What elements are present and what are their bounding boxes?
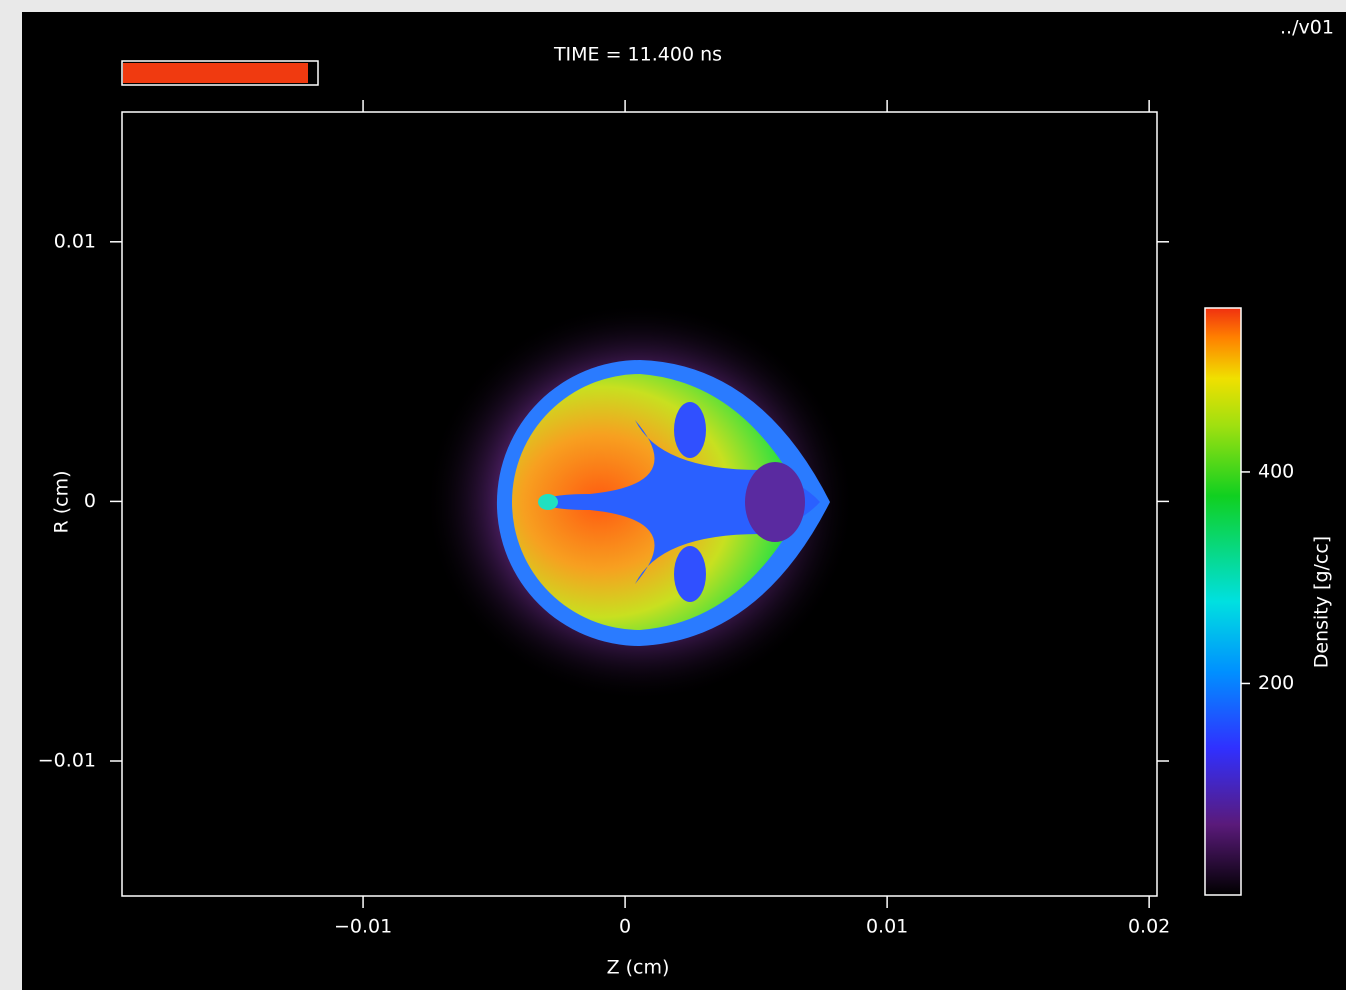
progress-fill bbox=[123, 63, 308, 83]
density-blob bbox=[425, 302, 855, 702]
x-axis-label: Z (cm) bbox=[607, 957, 670, 979]
x-tick-label: 0 bbox=[619, 916, 631, 938]
colorbar-tick-label: 200 bbox=[1258, 672, 1294, 694]
colorbar bbox=[1205, 308, 1241, 895]
x-tick-label: −0.01 bbox=[334, 916, 392, 938]
y-tick-label: 0.01 bbox=[54, 230, 96, 252]
screen: TIME = 11.400 ns ../v01 Z (cm) R (cm) De… bbox=[0, 0, 1346, 990]
corner-label: ../v01 bbox=[1280, 17, 1334, 39]
y-tick-label: 0 bbox=[84, 490, 96, 512]
x-tick-label: 0.02 bbox=[1128, 916, 1170, 938]
x-tick-label: 0.01 bbox=[866, 916, 908, 938]
title: TIME = 11.400 ns bbox=[553, 44, 722, 66]
colorbar-label: Density [g/cc] bbox=[1311, 536, 1333, 668]
colorbar-tick-label: 400 bbox=[1258, 460, 1294, 482]
y-tick-label: −0.01 bbox=[38, 750, 96, 772]
y-axis-label: R (cm) bbox=[51, 470, 73, 533]
